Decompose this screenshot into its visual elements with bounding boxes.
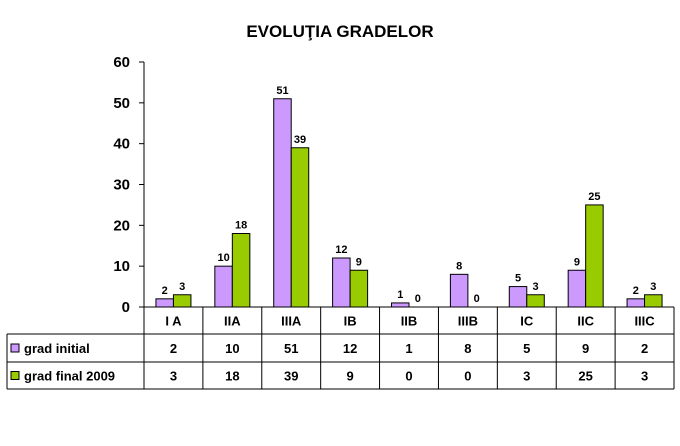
data-label: 8 [456,260,462,272]
data-label: 3 [179,281,185,293]
table-cell: 1 [405,341,412,356]
bar-grad-initial-1 [214,265,233,308]
table-cell: 2 [170,341,177,356]
bar-grad-final-8 [644,294,663,308]
table-cell: 9 [582,341,589,356]
data-label: 9 [356,256,362,268]
bar-grad-initial-4 [391,302,410,308]
data-label: 18 [235,220,247,232]
category-label: I A [165,314,182,329]
legend-label: grad final 2009 [24,369,115,384]
y-tick-label: 10 [113,258,130,275]
chart-title: EVOLUŢIA GRADELOR [246,22,433,41]
data-label: 2 [633,285,639,297]
bar-grad-final-3 [349,269,369,308]
bar-grad-initial-7 [567,269,587,308]
legend-label: grad initial [24,341,90,356]
bar-grad-initial-0 [155,298,174,308]
category-label: IIIA [281,314,302,329]
data-label: 51 [276,85,288,97]
y-tick-label: 30 [113,177,130,194]
table-cell: 5 [523,341,530,356]
category-label: IB [344,314,357,329]
y-tick-label: 20 [113,217,130,234]
data-label: 3 [650,281,656,293]
legend-swatch [10,371,20,380]
bar-grad-final-7 [585,204,604,308]
bar-grad-initial-2 [273,98,292,308]
bar-grad-initial-5 [449,273,469,308]
data-label: 3 [532,281,538,293]
category-label: IIA [224,314,241,329]
data-table: I A IIA IIIA IB IIB IIIB IC IIC IIIC grad initial… [6,306,675,390]
table-cell: 3 [523,369,530,384]
y-tick-label: 50 [113,95,130,112]
table-cell: 8 [464,341,471,356]
table-cell: 10 [225,341,239,356]
table-cell: 2 [641,341,648,356]
bar-grad-initial-3 [332,257,351,308]
bar-grad-final-2 [290,147,310,308]
bar-grad-final-1 [231,233,251,308]
data-label: 10 [217,252,229,264]
bar-grad-initial-6 [508,286,528,308]
y-tick-label: 0 [122,299,130,316]
data-label: 1 [397,289,403,301]
data-label: 39 [294,134,306,146]
bar-grad-initial-8 [626,298,646,308]
table-cell: 9 [346,369,353,384]
table-cell: 18 [225,369,239,384]
data-label: 9 [574,256,580,268]
table-cell: 3 [170,369,177,384]
category-label: IIC [577,314,594,329]
category-label: IIIC [634,314,655,329]
table-cell: 51 [284,341,298,356]
y-axis: 0 10 20 30 40 50 60 [113,54,145,316]
data-label: 12 [335,244,347,256]
data-label: 2 [162,285,168,297]
table-cell: 3 [641,369,648,384]
table-cell: 39 [284,369,298,384]
legend-swatch [10,343,20,353]
table-cell: 0 [405,369,412,384]
table-cell: 12 [343,341,357,356]
category-label: IC [520,314,534,329]
y-tick-label: 40 [113,136,130,153]
data-label: 0 [474,293,480,305]
table-cell: 25 [578,369,592,384]
bar-grad-final-6 [526,294,545,308]
category-label: IIIB [458,314,478,329]
bar-grad-final-0 [172,294,192,308]
data-label: 5 [515,273,521,285]
table-cell: 0 [464,369,471,384]
y-tick-label: 60 [113,54,130,71]
category-label: IIB [401,314,418,329]
data-label: 0 [415,293,421,305]
data-label: 25 [588,191,600,203]
